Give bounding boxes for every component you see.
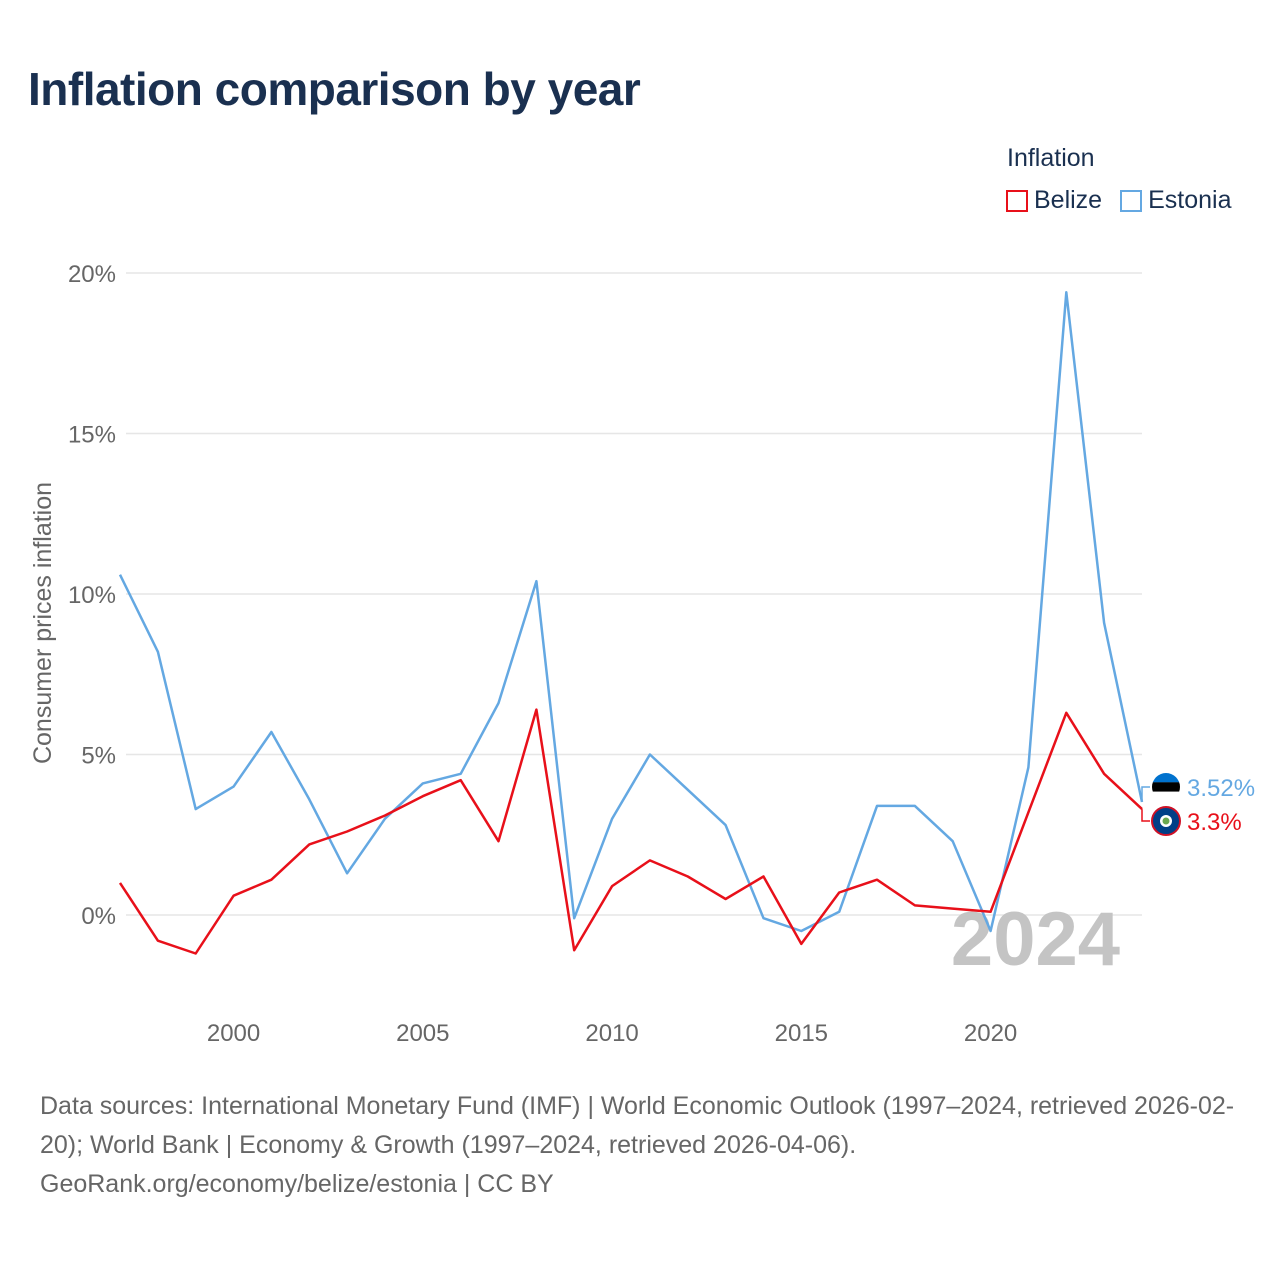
y-axis-ticks: 0% 5% 10% 15% 20% — [68, 261, 116, 930]
end-label-belize: 3.3% — [1187, 809, 1242, 836]
series-lines — [118, 291, 1144, 955]
legend-label-belize: Belize — [1034, 186, 1103, 214]
legend-swatch-belize — [1006, 189, 1028, 212]
estonia-flag-icon — [1152, 773, 1180, 801]
y-tick-label: 10% — [68, 582, 116, 609]
legend-swatch-estonia — [1120, 189, 1143, 212]
attribution[interactable]: GeoRank.org/economy/belize/estonia | CC … — [40, 1170, 554, 1198]
y-tick-label: 0% — [81, 903, 116, 930]
y-tick-label: 5% — [81, 743, 116, 770]
x-tick-label: 2005 — [396, 1020, 449, 1047]
legend-item-estonia[interactable]: Estonia — [1120, 186, 1231, 215]
data-sources: Data sources: International Monetary Fun… — [40, 1092, 1235, 1159]
end-label-estonia: 3.52% — [1187, 775, 1255, 802]
series-line-estonia[interactable] — [118, 291, 1144, 933]
y-tick-label: 15% — [68, 422, 116, 449]
line-chart: 0% 5% 10% 15% 20% 2000 2005 2010 2015 2020 Consu… — [29, 261, 1255, 1047]
end-markers: 3.52% 3.3% — [1141, 773, 1255, 836]
page-title: Inflation comparison by year — [28, 63, 641, 115]
x-tick-label: 2015 — [775, 1020, 828, 1047]
y-axis-label: Consumer prices inflation — [29, 482, 57, 764]
series-line-belize[interactable] — [118, 708, 1143, 955]
leader-line-belize — [1141, 809, 1150, 822]
x-tick-label: 2020 — [964, 1020, 1017, 1047]
legend-item-belize[interactable]: Belize — [1006, 186, 1102, 215]
footer: Data sources: International Monetary Fun… — [40, 1087, 1250, 1204]
x-tick-label: 2010 — [585, 1020, 638, 1047]
grid-lines — [126, 272, 1142, 916]
belize-flag-icon — [1151, 806, 1181, 836]
x-axis-ticks: 2000 2005 2010 2015 2020 — [207, 1020, 1017, 1047]
x-tick-label: 2000 — [207, 1020, 260, 1047]
y-tick-label: 20% — [68, 261, 116, 288]
legend-label-estonia: Estonia — [1148, 186, 1232, 214]
legend-title: Inflation — [1007, 144, 1095, 172]
leader-line-estonia — [1141, 786, 1150, 803]
legend: Belize Estonia — [1006, 186, 1231, 215]
